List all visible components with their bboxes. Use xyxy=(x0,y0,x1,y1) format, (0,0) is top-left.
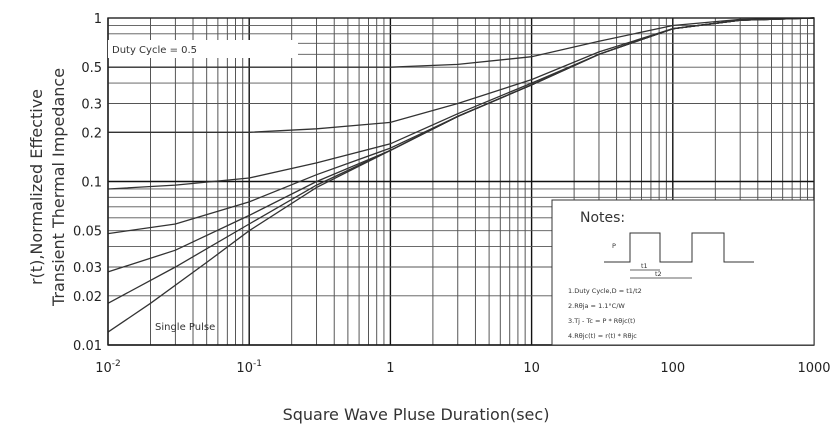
svg-text:t2: t2 xyxy=(655,270,662,278)
y-tick-label: 0.03 xyxy=(73,261,102,276)
note-line-4: 4.Rθjc(t) = r(t) * Rθjc xyxy=(568,332,637,340)
x-axis-label: Square Wave Pluse Duration(sec) xyxy=(283,405,550,424)
y-tick-label: 0.1 xyxy=(81,176,102,191)
y-tick-label: 0.5 xyxy=(81,61,102,76)
y-axis-ticks: 1 0.5 0.3 0.2 0.1 0.05 0.03 0.02 0.01 xyxy=(73,12,102,354)
y-tick-label: 0.2 xyxy=(81,126,102,141)
y-axis-label-line-2: Transient Thermal Impedance xyxy=(49,68,68,307)
series-layer xyxy=(107,17,815,333)
y-tick-label: 0.05 xyxy=(73,225,102,240)
svg-text:t1: t1 xyxy=(641,262,648,270)
x-tick-label: 10 xyxy=(523,361,540,376)
single-pulse-label: Single Pulse xyxy=(155,322,215,333)
duty-cycle-label: Duty Cycle = 0.5 xyxy=(112,45,197,56)
y-tick-label: 1 xyxy=(94,12,102,27)
y-tick-label: 0.02 xyxy=(73,290,102,305)
notes-title: Notes: xyxy=(580,210,625,226)
x-tick-label: 10-1 xyxy=(236,359,262,376)
duty-cycle-label-box xyxy=(108,40,298,58)
plot-frame xyxy=(107,17,815,346)
notes-inset: Notes: t1 t2 P 1.Duty Cycle,D = t1/t2 2.… xyxy=(551,199,815,346)
y-tick-label: 0.3 xyxy=(81,97,102,112)
series-line-1 xyxy=(108,17,815,68)
x-tick-label: 1 xyxy=(386,361,394,376)
series-line-7 xyxy=(107,17,815,333)
y-tick-label: 0.01 xyxy=(73,339,102,354)
note-line-1: 1.Duty Cycle,D = t1/t2 xyxy=(568,287,642,295)
pulse-waveform-diagram xyxy=(604,232,754,263)
x-axis-ticks: 10-2 10-1 1 10 100 1000 xyxy=(95,359,830,376)
x-tick-label: 100 xyxy=(660,361,685,376)
x-tick-label: 1000 xyxy=(797,361,830,376)
note-line-2: 2.Rθja = 1.1°C/W xyxy=(568,302,625,310)
svg-text:P: P xyxy=(612,242,616,250)
note-line-3: 3.Tj - Tc = P * Rθjc(t) xyxy=(568,317,635,325)
x-tick-label: 10-2 xyxy=(95,359,121,376)
y-axis-label-line-1: r(t),Normalized Effective xyxy=(27,89,46,285)
